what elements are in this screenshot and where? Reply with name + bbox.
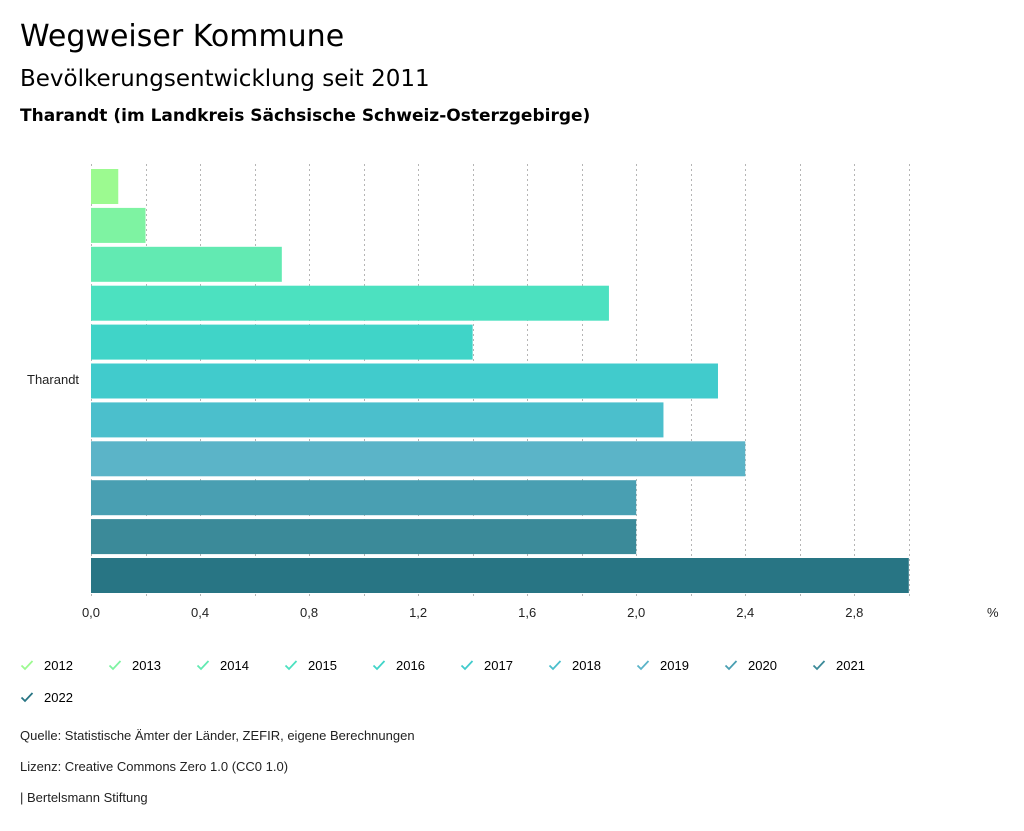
check-icon — [196, 660, 210, 671]
bar-2014[interactable] — [91, 246, 282, 282]
legend-item-2021[interactable]: 2021 — [812, 655, 865, 675]
bar-2022[interactable] — [91, 558, 909, 593]
check-icon — [20, 692, 34, 703]
legend-label: 2020 — [748, 657, 777, 673]
legend-label: 2017 — [484, 657, 513, 673]
bar-2012[interactable] — [91, 169, 119, 204]
page-title: Wegweiser Kommune — [20, 19, 345, 54]
bar-chart: 0,0 0,4 0,8 1,2 1,6 2,0 2,4 2,8 Tharandt % — [27, 164, 999, 620]
x-tick-label: 2,8 — [845, 605, 863, 620]
x-tick-label: 0,0 — [82, 605, 100, 620]
license-note: Lizenz: Creative Commons Zero 1.0 (CC0 1… — [20, 759, 289, 774]
x-tick-label: 0,8 — [300, 605, 318, 620]
legend-label: 2015 — [308, 657, 337, 673]
region-title: Tharandt (im Landkreis Sächsische Schwei… — [20, 106, 591, 126]
x-tick-label: 2,4 — [736, 605, 754, 620]
legend-item-2012[interactable]: 2012 — [20, 655, 73, 675]
bars — [91, 169, 909, 593]
chart-subtitle: Bevölkerungsentwicklung seit 2011 — [20, 66, 430, 92]
x-tick-label: 0,4 — [191, 605, 209, 620]
check-icon — [812, 660, 826, 671]
check-icon — [636, 660, 650, 671]
legend-label: 2018 — [572, 657, 601, 673]
x-tick-label: 1,2 — [409, 605, 427, 620]
check-icon — [724, 660, 738, 671]
legend-label: 2016 — [396, 657, 425, 673]
bar-2015[interactable] — [91, 285, 609, 321]
category-label: Tharandt — [27, 372, 79, 387]
publisher-note: | Bertelsmann Stiftung — [20, 790, 148, 805]
check-icon — [548, 660, 562, 671]
bar-2019[interactable] — [91, 441, 746, 477]
x-axis-unit: % — [987, 605, 999, 620]
x-tick-label: 2,0 — [627, 605, 645, 620]
check-icon — [108, 660, 122, 671]
legend-label: 2012 — [44, 657, 73, 673]
legend-item-2014[interactable]: 2014 — [196, 655, 249, 675]
legend-label: 2014 — [220, 657, 249, 673]
legend-item-2019[interactable]: 2019 — [636, 655, 689, 675]
source-note: Quelle: Statistische Ämter der Länder, Z… — [20, 728, 415, 743]
legend-item-2013[interactable]: 2013 — [108, 655, 161, 675]
legend-label: 2021 — [836, 657, 865, 673]
legend-label: 2022 — [44, 689, 73, 705]
legend-item-2018[interactable]: 2018 — [548, 655, 601, 675]
check-icon — [284, 660, 298, 671]
bar-2016[interactable] — [91, 324, 473, 360]
legend-item-2022[interactable]: 2022 — [20, 687, 73, 707]
bar-2018[interactable] — [91, 402, 664, 438]
check-icon — [20, 660, 34, 671]
legend-label: 2013 — [132, 657, 161, 673]
bar-2013[interactable] — [91, 207, 146, 243]
x-tick-label: 1,6 — [518, 605, 536, 620]
bar-2017[interactable] — [91, 363, 718, 399]
legend-label: 2019 — [660, 657, 689, 673]
x-axis: 0,0 0,4 0,8 1,2 1,6 2,0 2,4 2,8 — [82, 605, 863, 620]
legend-item-2020[interactable]: 2020 — [724, 655, 777, 675]
bar-2021[interactable] — [91, 519, 637, 555]
legend-item-2015[interactable]: 2015 — [284, 655, 337, 675]
check-icon — [460, 660, 474, 671]
check-icon — [372, 660, 386, 671]
bar-2020[interactable] — [91, 480, 637, 516]
legend-item-2016[interactable]: 2016 — [372, 655, 425, 675]
legend-item-2017[interactable]: 2017 — [460, 655, 513, 675]
